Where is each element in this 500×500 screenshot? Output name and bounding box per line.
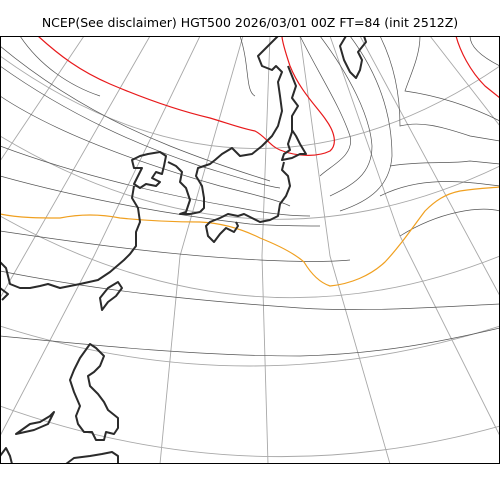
- map-panel: [0, 36, 500, 464]
- coastlines: [0, 36, 367, 464]
- graticule-meridians: [0, 36, 500, 464]
- map-title: NCEP(See disclaimer) HGT500 2026/03/01 0…: [41, 15, 459, 30]
- height-contours: [0, 36, 500, 357]
- map-svg: [0, 36, 500, 464]
- warm-contours: [37, 36, 500, 156]
- orange-contour: [0, 186, 500, 287]
- graticule-parallels: [0, 55, 500, 458]
